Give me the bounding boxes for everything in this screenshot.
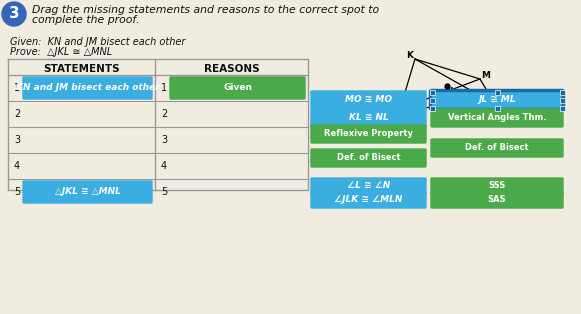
Text: ∠L ≅ ∠N: ∠L ≅ ∠N bbox=[347, 181, 390, 191]
Text: Def. of Bisect: Def. of Bisect bbox=[336, 154, 400, 163]
Text: △JKL ≅ △MNL: △JKL ≅ △MNL bbox=[55, 187, 120, 197]
FancyBboxPatch shape bbox=[23, 77, 152, 100]
Text: L: L bbox=[449, 86, 455, 95]
Text: Def. of Bisect: Def. of Bisect bbox=[465, 143, 529, 153]
Text: Drag the missing statements and reasons to the correct spot to: Drag the missing statements and reasons … bbox=[32, 5, 379, 15]
Text: K: K bbox=[407, 51, 414, 59]
Text: 5: 5 bbox=[14, 187, 20, 197]
Bar bbox=[560, 89, 565, 95]
FancyBboxPatch shape bbox=[310, 177, 426, 194]
Text: 4: 4 bbox=[161, 161, 167, 171]
Text: Given:  KN and JM bisect each other: Given: KN and JM bisect each other bbox=[10, 37, 185, 47]
FancyBboxPatch shape bbox=[23, 181, 152, 203]
Text: KN and JM bisect each other: KN and JM bisect each other bbox=[16, 84, 159, 93]
Text: 5: 5 bbox=[161, 187, 167, 197]
Circle shape bbox=[2, 2, 26, 26]
Text: SSS: SSS bbox=[489, 181, 505, 191]
Text: 1: 1 bbox=[14, 83, 20, 93]
FancyBboxPatch shape bbox=[431, 192, 564, 208]
Text: KL ≅ NL: KL ≅ NL bbox=[349, 113, 388, 122]
Text: 1: 1 bbox=[161, 83, 167, 93]
FancyBboxPatch shape bbox=[431, 90, 564, 110]
Text: 4: 4 bbox=[14, 161, 20, 171]
Text: Vertical Angles Thm.: Vertical Angles Thm. bbox=[448, 113, 546, 122]
Text: 3: 3 bbox=[161, 135, 167, 145]
Text: N: N bbox=[498, 104, 506, 112]
Bar bbox=[429, 106, 435, 111]
Bar bbox=[494, 89, 500, 95]
FancyBboxPatch shape bbox=[310, 149, 426, 167]
FancyBboxPatch shape bbox=[431, 177, 564, 194]
Text: 3: 3 bbox=[9, 7, 19, 21]
Bar bbox=[494, 106, 500, 111]
FancyBboxPatch shape bbox=[310, 124, 426, 143]
Text: Prove:  △JKL ≅ △MNL: Prove: △JKL ≅ △MNL bbox=[10, 47, 112, 57]
FancyBboxPatch shape bbox=[431, 138, 564, 158]
FancyBboxPatch shape bbox=[431, 109, 564, 127]
Bar bbox=[429, 98, 435, 102]
Text: ∠JLK ≅ ∠MLN: ∠JLK ≅ ∠MLN bbox=[334, 196, 403, 204]
Text: JL ≅ ML: JL ≅ ML bbox=[478, 95, 516, 105]
Text: 3: 3 bbox=[14, 135, 20, 145]
Text: M: M bbox=[482, 72, 490, 80]
FancyBboxPatch shape bbox=[310, 192, 426, 208]
Bar bbox=[560, 98, 565, 102]
Bar bbox=[560, 106, 565, 111]
Text: Given: Given bbox=[223, 84, 252, 93]
Text: MO ≅ MO: MO ≅ MO bbox=[345, 95, 392, 105]
Text: 2: 2 bbox=[161, 109, 167, 119]
FancyBboxPatch shape bbox=[310, 90, 426, 110]
Text: Reflexive Property: Reflexive Property bbox=[324, 129, 413, 138]
Bar bbox=[429, 89, 435, 95]
Text: complete the proof.: complete the proof. bbox=[32, 15, 139, 25]
FancyBboxPatch shape bbox=[170, 77, 306, 100]
Text: STATEMENTS: STATEMENTS bbox=[43, 64, 120, 74]
Text: SAS: SAS bbox=[488, 196, 506, 204]
Text: J: J bbox=[393, 110, 397, 118]
Text: 2: 2 bbox=[14, 109, 20, 119]
FancyBboxPatch shape bbox=[310, 109, 426, 127]
Text: REASONS: REASONS bbox=[204, 64, 259, 74]
